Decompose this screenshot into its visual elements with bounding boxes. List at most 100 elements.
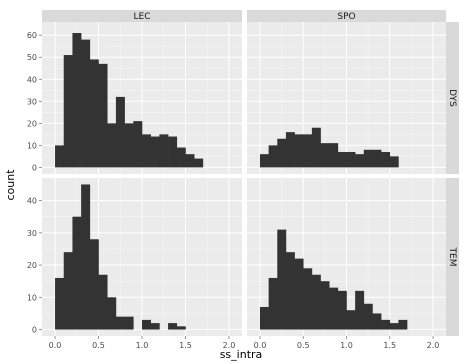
y-tick-label: 40 — [27, 75, 37, 84]
strip-label-spo: SPO — [337, 12, 355, 22]
y-tick-label: 0 — [32, 326, 37, 335]
histogram-bar — [176, 147, 186, 168]
histogram-bar — [168, 323, 178, 330]
histogram-bar — [168, 136, 178, 168]
histogram-bar — [55, 277, 65, 330]
histogram-bar — [98, 274, 108, 330]
histogram-bar — [381, 151, 391, 168]
x-tick-label: 0.0 — [49, 341, 62, 350]
histogram-bar — [268, 277, 278, 330]
histogram-bar — [133, 121, 143, 168]
histogram-bar — [89, 59, 99, 168]
histogram-bar — [185, 154, 195, 168]
histogram-bar — [363, 303, 373, 330]
histogram-bar — [320, 143, 330, 168]
histogram-bar — [55, 145, 65, 168]
histogram-bar — [124, 123, 134, 168]
histogram-bar — [115, 316, 125, 330]
histogram-bar — [268, 145, 278, 168]
x-tick-label: 0.5 — [297, 341, 310, 350]
y-tick-label: 30 — [27, 97, 37, 106]
histogram-bar — [311, 127, 321, 168]
x-tick-label: 1.5 — [179, 341, 192, 350]
histogram-bar — [372, 313, 382, 330]
histogram-bar — [303, 268, 313, 330]
histogram-bar — [285, 252, 295, 330]
histogram-bar — [381, 319, 391, 330]
strip-dys — [446, 22, 459, 174]
histogram-bar — [346, 310, 356, 330]
histogram-bar — [89, 239, 99, 330]
histogram-bar — [107, 297, 117, 330]
histogram-bar — [355, 154, 365, 168]
histogram-bar — [124, 316, 134, 330]
strip-label-lec: LEC — [134, 12, 151, 22]
y-tick-label: 20 — [27, 119, 37, 128]
x-tick-label: 1.5 — [383, 341, 396, 350]
x-tick-label: 0.5 — [92, 341, 105, 350]
histogram-bar — [63, 252, 73, 330]
y-tick-label: 10 — [27, 141, 37, 150]
histogram-bar — [346, 151, 356, 168]
histogram-bar — [389, 156, 399, 168]
panel-lec-tem — [42, 178, 242, 336]
histogram-bar — [150, 136, 160, 168]
strip-tem — [446, 178, 459, 336]
panel-lec-dys — [42, 22, 242, 174]
histogram-bar — [294, 134, 304, 168]
histogram-bar — [329, 287, 339, 330]
histogram-bar — [285, 132, 295, 168]
histogram-bar — [329, 143, 339, 168]
histogram-bar — [372, 149, 382, 168]
y-tick-label: 50 — [27, 53, 37, 62]
panel-spo-dys — [247, 22, 446, 174]
y-tick-label: 60 — [27, 31, 37, 40]
histogram-bar — [72, 216, 82, 330]
histogram-bar — [337, 151, 347, 168]
x-tick-label: 1.0 — [136, 341, 149, 350]
histogram-bar — [311, 274, 321, 330]
histogram-bar — [259, 154, 269, 168]
x-tick-label: 2.0 — [223, 341, 236, 350]
y-tick-label: 10 — [27, 293, 37, 302]
histogram-bar — [337, 290, 347, 330]
histogram-bar — [159, 134, 169, 168]
histogram-bar — [398, 319, 408, 330]
histogram-bar — [194, 158, 204, 168]
y-tick-label: 30 — [27, 229, 37, 238]
strip-label-tem: TEM — [447, 247, 457, 267]
histogram-bar — [389, 323, 399, 330]
strip-spo — [247, 10, 446, 22]
histogram-bar — [72, 33, 82, 168]
strip-label-dys: DYS — [447, 89, 457, 107]
x-tick-label: 1.0 — [340, 341, 353, 350]
histogram-bar — [142, 134, 151, 168]
histogram-bar — [142, 319, 151, 330]
histogram-bar — [277, 138, 287, 168]
histogram-bar — [259, 306, 269, 330]
x-tick-label: 2.0 — [427, 341, 440, 350]
x-axis-title: ss_intra — [220, 348, 263, 361]
y-axis-title: count — [4, 169, 17, 201]
histogram-bar — [277, 229, 287, 330]
histogram-bar — [176, 326, 186, 330]
histogram-bar — [81, 184, 91, 330]
histogram-bar — [150, 323, 160, 330]
y-tick-label: 40 — [27, 197, 37, 206]
histogram-bar — [294, 258, 304, 330]
histogram-bar — [355, 290, 365, 330]
y-tick-label: 20 — [27, 261, 37, 270]
y-tick-label: 0 — [32, 163, 37, 172]
histogram-bar — [63, 55, 73, 168]
strip-lec — [42, 10, 242, 22]
histogram-bar — [98, 63, 108, 168]
histogram-bar — [115, 96, 125, 168]
histogram-bar — [303, 134, 313, 168]
histogram-bar — [320, 281, 330, 330]
x-tick-label: 0.0 — [254, 341, 267, 350]
panel-spo-tem — [247, 178, 446, 336]
histogram-bar — [107, 123, 117, 168]
histogram-bar — [363, 149, 373, 168]
histogram-bar — [81, 39, 91, 168]
